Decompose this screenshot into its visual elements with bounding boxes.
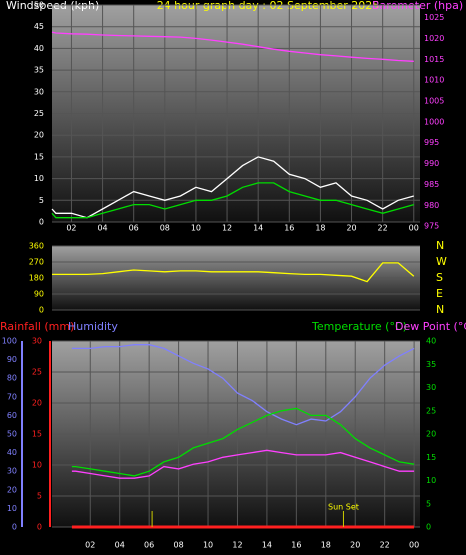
y-tick-label: 25	[32, 368, 42, 377]
y-tick-label: 35	[34, 66, 44, 75]
y3-tick-label: 0	[12, 523, 17, 532]
series-line	[51, 182, 414, 219]
y2-tick-label: S	[436, 271, 443, 284]
y-tick-label: 10	[34, 174, 44, 183]
x-tick-label: 12	[222, 224, 232, 233]
x-tick-label: 10	[203, 541, 213, 550]
y3-tick-label: 90	[7, 355, 17, 364]
legend-label: Temperature (°C)	[311, 320, 407, 333]
y-tick-label: 90	[34, 290, 44, 299]
y-tick-label: 180	[29, 274, 44, 283]
x-tick-label: 20	[350, 541, 360, 550]
y2-tick-label: 985	[424, 180, 439, 189]
y2-axis-label: Barometer (hpa)	[372, 0, 463, 12]
y-tick-label: 5	[37, 492, 42, 501]
y-tick-label: 5	[39, 196, 44, 205]
y3-tick-label: 30	[7, 467, 17, 476]
y-tick-label: 45	[34, 22, 44, 31]
y2-tick-label: N	[436, 303, 444, 316]
x-tick-label: 18	[315, 224, 325, 233]
y-tick-label: 20	[34, 131, 44, 140]
x-tick-label: 02	[85, 541, 95, 550]
y-tick-label: 30	[32, 337, 42, 346]
y3-tick-label: 60	[7, 411, 17, 420]
y-tick-label: 270	[29, 258, 44, 267]
y3-tick-label: 80	[7, 374, 17, 383]
y2-tick-label: 1005	[424, 96, 444, 105]
y2-tick-label: 1000	[424, 117, 444, 126]
y-tick-label: 50	[34, 1, 44, 10]
y2-tick-label: 975	[424, 222, 439, 231]
y-tick-label: 40	[34, 44, 44, 53]
x-tick-label: 20	[346, 224, 356, 233]
x-tick-label: 00	[409, 224, 419, 233]
y-tick-label: 0	[39, 218, 44, 227]
y2-tick-label: N	[436, 239, 444, 252]
y2-tick-label: 30	[426, 383, 436, 392]
x-tick-label: 02	[66, 224, 76, 233]
y2-tick-label: 1010	[424, 76, 444, 85]
x-tick-label: 08	[160, 224, 170, 233]
y3-tick-label: 40	[7, 448, 17, 457]
y2-tick-label: 15	[426, 453, 436, 462]
y2-tick-label: 25	[426, 406, 436, 415]
y-tick-label: 15	[34, 152, 44, 161]
x-tick-label: 04	[115, 541, 125, 550]
series-line	[52, 262, 415, 283]
y2-tick-label: 990	[424, 159, 439, 168]
x-tick-label: 22	[378, 224, 388, 233]
y-tick-label: 0	[39, 306, 44, 315]
y-tick-label: 10	[32, 461, 42, 470]
chart-title: 24 hour graph day : 02 September 2025	[157, 0, 380, 12]
x-tick-label: 04	[97, 224, 107, 233]
x-tick-label: 14	[253, 224, 263, 233]
y2-tick-label: 10	[426, 476, 436, 485]
x-tick-label: 16	[291, 541, 301, 550]
series-line	[71, 344, 415, 426]
y-tick-label: 15	[32, 430, 42, 439]
y-tick-label: 0	[37, 523, 42, 532]
series-line	[71, 449, 415, 479]
y-axis-label: Windspeed (kph)	[6, 0, 99, 12]
y3-tick-label: 10	[7, 504, 17, 513]
y3-tick-label: 20	[7, 485, 17, 494]
x-tick-label: 18	[321, 541, 331, 550]
y2-tick-label: 1020	[424, 34, 444, 43]
series-line	[51, 31, 414, 62]
y2-tick-label: E	[436, 287, 443, 300]
y2-tick-label: 20	[426, 430, 436, 439]
y2-tick-label: 1015	[424, 55, 444, 64]
legend-label: Dew Point (°C)	[395, 320, 466, 333]
y3-tick-label: 100	[2, 337, 17, 346]
x-tick-label: 16	[284, 224, 294, 233]
x-tick-label: 14	[262, 541, 272, 550]
y-tick-label: 20	[32, 399, 42, 408]
series-line	[51, 156, 414, 219]
y3-tick-label: 50	[7, 430, 17, 439]
y2-tick-label: 980	[424, 201, 439, 210]
x-tick-label: 00	[409, 541, 419, 550]
x-tick-label: 06	[144, 541, 154, 550]
y2-tick-label: 40	[426, 337, 436, 346]
x-tick-label: 12	[232, 541, 242, 550]
x-tick-label: 22	[380, 541, 390, 550]
y2-tick-label: 35	[426, 360, 436, 369]
legend-label: Rainfall (mm)	[0, 320, 74, 333]
x-tick-label: 06	[129, 224, 139, 233]
legend-label: Humidity	[68, 320, 118, 333]
y3-tick-label: 70	[7, 392, 17, 401]
y-tick-label: 360	[29, 242, 44, 251]
y2-tick-label: 0	[426, 523, 431, 532]
x-tick-label: 10	[191, 224, 201, 233]
y-tick-label: 25	[34, 109, 44, 118]
x-tick-label: 08	[173, 541, 183, 550]
annotation: Sun Set	[328, 503, 359, 512]
y2-tick-label: 995	[424, 138, 439, 147]
y2-tick-label: W	[436, 255, 447, 268]
y2-tick-label: 5	[426, 499, 431, 508]
series-line	[71, 407, 415, 477]
y-tick-label: 30	[34, 87, 44, 96]
y2-tick-label: 1025	[424, 13, 444, 22]
